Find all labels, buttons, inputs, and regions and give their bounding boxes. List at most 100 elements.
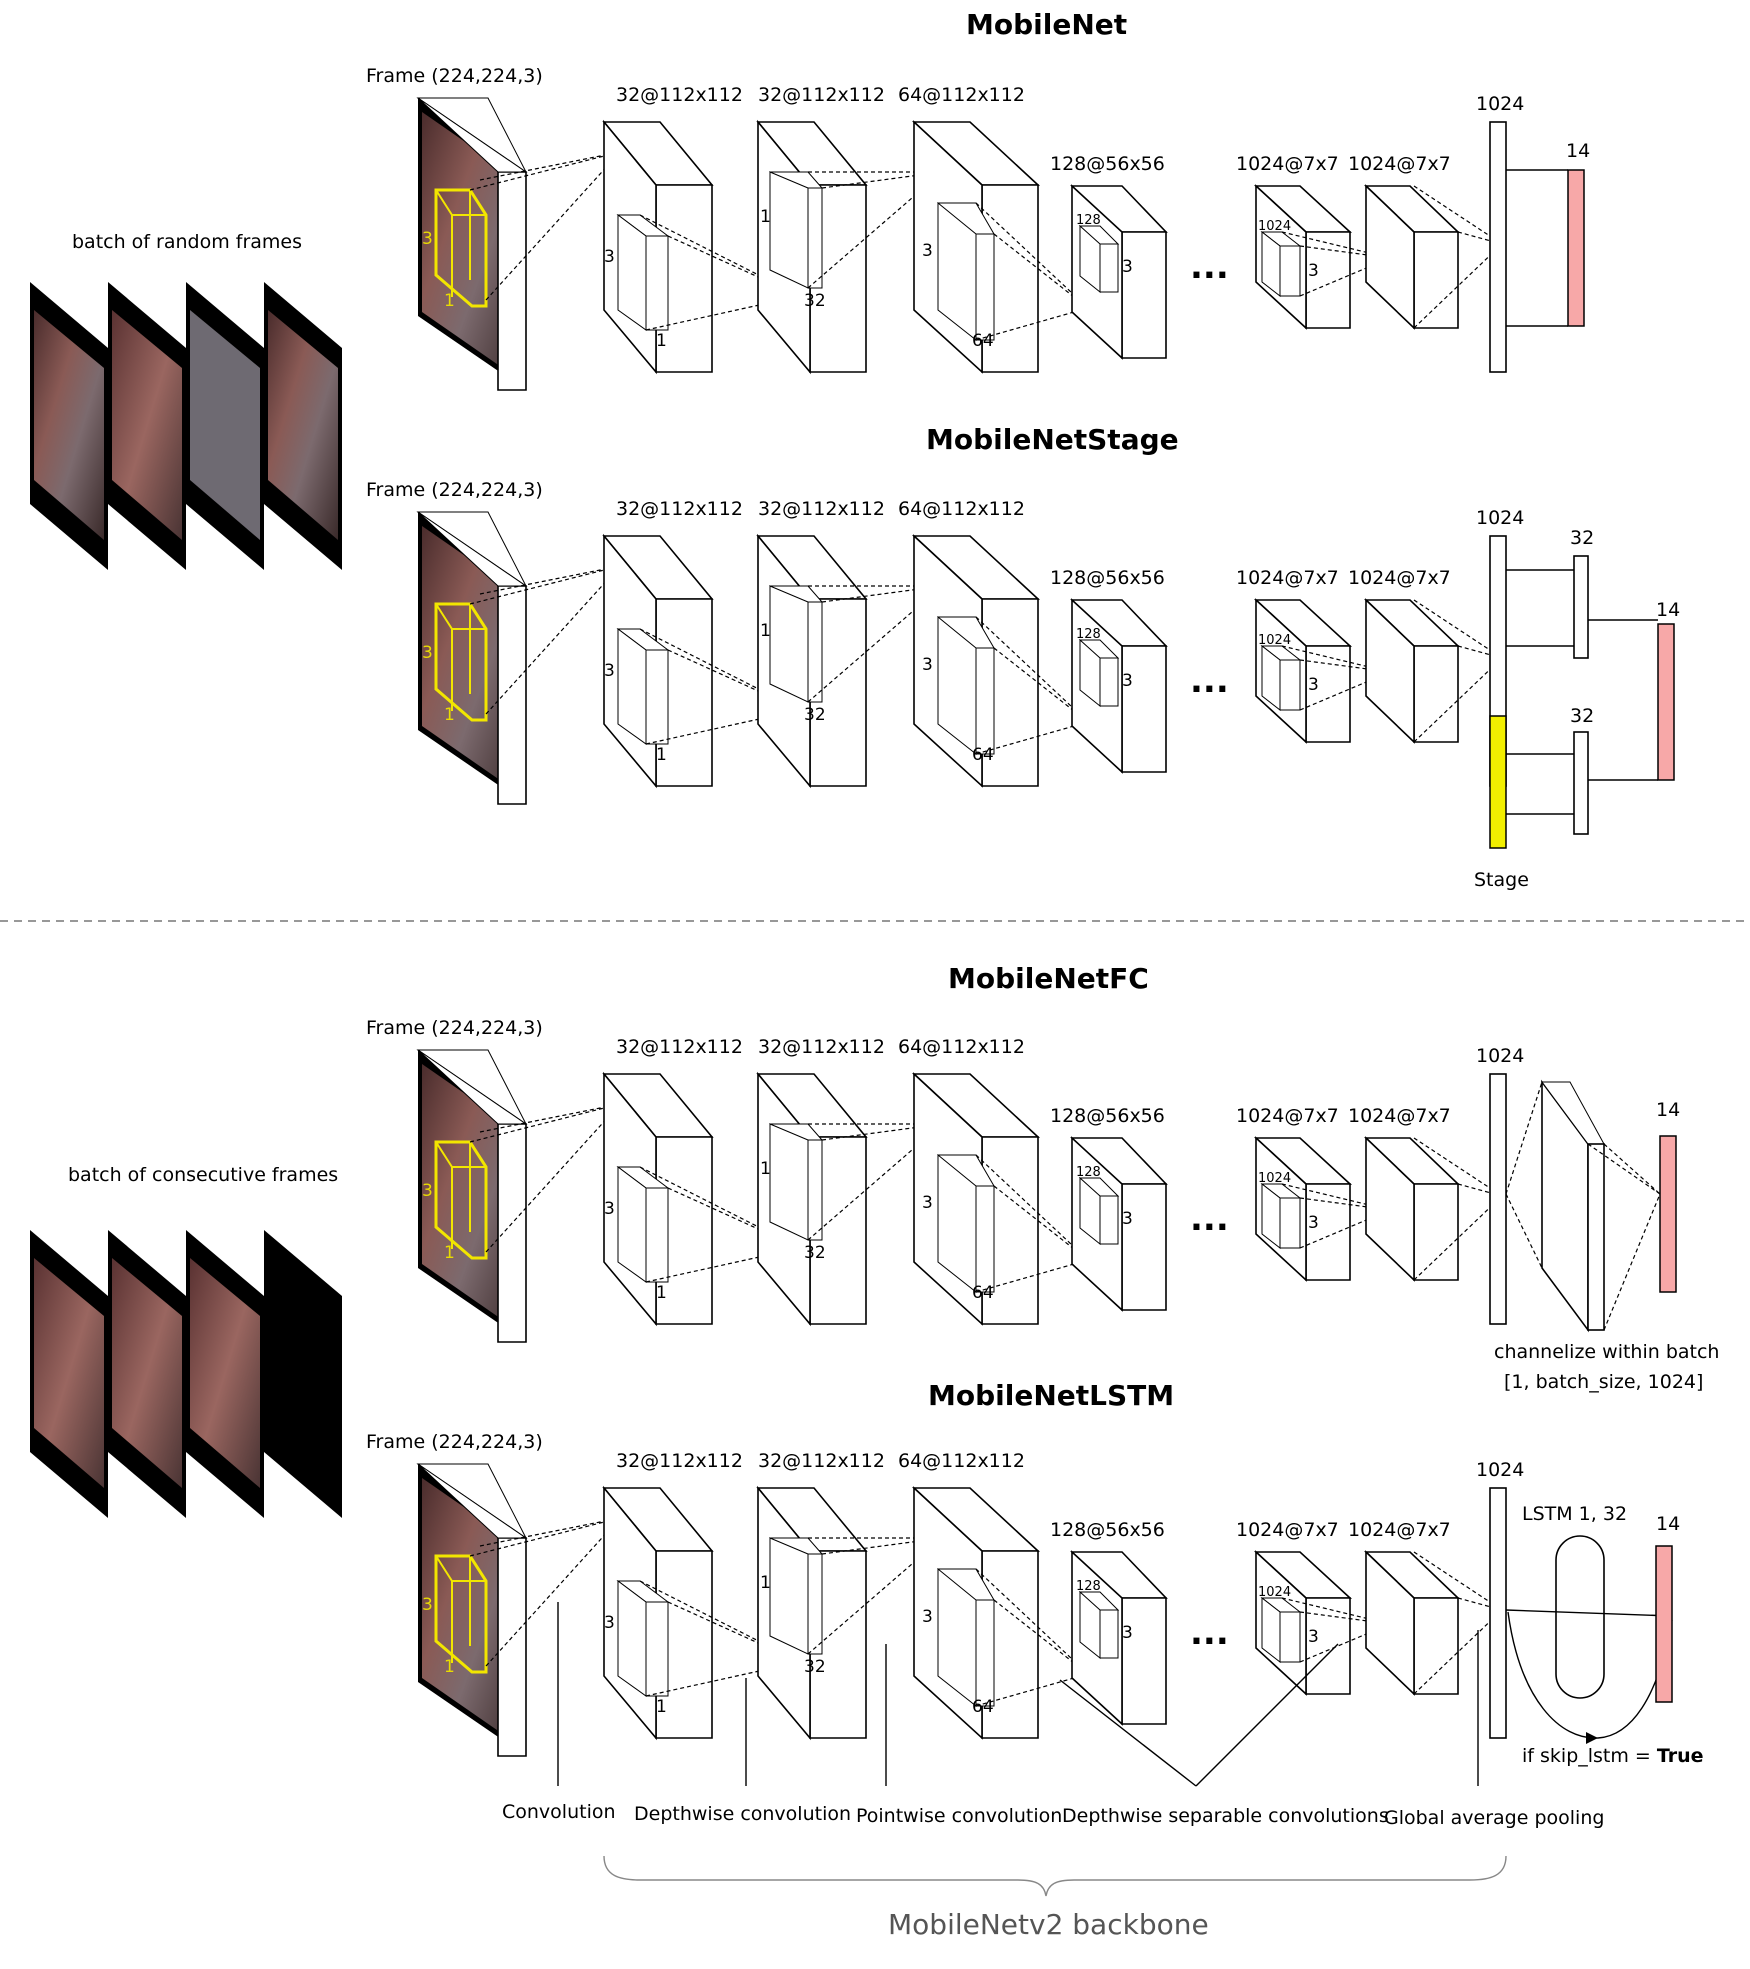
k3-label: 3 bbox=[604, 1199, 615, 1219]
k3d-label: 3 bbox=[1308, 1627, 1319, 1647]
k3c-label: 3 bbox=[1122, 1209, 1133, 1229]
network-row-4 bbox=[416, 1462, 1508, 1758]
layer-label-1: 32@112x112 bbox=[616, 1036, 743, 1058]
kernel-3-label: 3 bbox=[422, 643, 433, 663]
k3b-label: 3 bbox=[922, 655, 933, 675]
layer-label-2: 32@112x112 bbox=[758, 498, 885, 520]
fc-1024-label: 1024 bbox=[1476, 1045, 1524, 1067]
row-mobilenetstage: MobileNetStage Frame (224,224,3) 32@112x… bbox=[366, 423, 1680, 891]
c32-label: 32 bbox=[804, 1657, 826, 1677]
k3b-label: 3 bbox=[922, 241, 933, 261]
lstm-cell bbox=[1555, 1535, 1605, 1699]
consecutive-frames-label: batch of consecutive frames bbox=[68, 1164, 338, 1186]
model-title-mobilenetfc: MobileNetFC bbox=[948, 962, 1149, 995]
random-frames-label: batch of random frames bbox=[72, 231, 302, 253]
layer-label-5: 1024@7x7 bbox=[1236, 1519, 1339, 1541]
lstm-label: LSTM 1, 32 bbox=[1522, 1503, 1627, 1525]
layer-label-1: 32@112x112 bbox=[616, 84, 743, 106]
fc-1024-label: 1024 bbox=[1476, 93, 1524, 115]
model-title-mobilenet: MobileNet bbox=[966, 8, 1127, 41]
row-mobilenet: MobileNet Frame (224,224,3) 32@112x112 3… bbox=[366, 8, 1590, 351]
legend: Convolution Depthwise convolution Pointw… bbox=[502, 1602, 1604, 1941]
legend-gap: Global average pooling bbox=[1384, 1807, 1604, 1829]
fc-1024-label: 1024 bbox=[1476, 1459, 1524, 1481]
fc-1024-label: 1024 bbox=[1476, 507, 1524, 529]
layer-label-4: 128@56x56 bbox=[1050, 567, 1165, 589]
c1024-label: 1024 bbox=[1258, 633, 1291, 648]
frame-label: Frame (224,224,3) bbox=[366, 1431, 543, 1453]
layer-label-3: 64@112x112 bbox=[898, 84, 1025, 106]
legend-convolution: Convolution bbox=[502, 1801, 616, 1823]
layer-label-5: 1024@7x7 bbox=[1236, 153, 1339, 175]
k3d-label: 3 bbox=[1308, 1213, 1319, 1233]
k1-label: 1 bbox=[656, 745, 667, 765]
k3-label: 3 bbox=[604, 1613, 615, 1633]
backbone-brace bbox=[603, 1855, 1507, 1897]
k1b-label: 1 bbox=[760, 1159, 771, 1179]
ellipsis: ... bbox=[1190, 247, 1229, 287]
layer-label-2: 32@112x112 bbox=[758, 84, 885, 106]
k3-label: 3 bbox=[604, 661, 615, 681]
stage-label: Stage bbox=[1474, 869, 1529, 891]
k1-label: 1 bbox=[656, 1697, 667, 1717]
network-row-1 bbox=[416, 96, 1508, 392]
c64-label: 64 bbox=[972, 1283, 994, 1303]
k3c-label: 3 bbox=[1122, 1623, 1133, 1643]
layer-label-6: 1024@7x7 bbox=[1348, 153, 1451, 175]
layer-label-4: 128@56x56 bbox=[1050, 1105, 1165, 1127]
kernel-3-label: 3 bbox=[422, 1181, 433, 1201]
k1b-label: 1 bbox=[760, 207, 771, 227]
network-row-2 bbox=[416, 510, 1508, 806]
legend-separable: Depthwise separable convolutions bbox=[1062, 1805, 1389, 1827]
output-14-label: 14 bbox=[1656, 599, 1680, 621]
c1024-label: 1024 bbox=[1258, 1585, 1291, 1600]
layer-label-4: 128@56x56 bbox=[1050, 1519, 1165, 1541]
c32-label: 32 bbox=[804, 1243, 826, 1263]
fc-32-b-label: 32 bbox=[1570, 705, 1594, 727]
kernel-3-label: 3 bbox=[422, 229, 433, 249]
layer-label-4: 128@56x56 bbox=[1050, 153, 1165, 175]
c128-label: 128 bbox=[1076, 213, 1101, 228]
k1b-label: 1 bbox=[760, 1573, 771, 1593]
c1024-label: 1024 bbox=[1258, 1171, 1291, 1186]
c128-label: 128 bbox=[1076, 1579, 1101, 1594]
fc-32-b bbox=[1573, 731, 1589, 835]
network-row-3 bbox=[416, 1048, 1508, 1344]
layer-label-6: 1024@7x7 bbox=[1348, 567, 1451, 589]
c1024-label: 1024 bbox=[1258, 219, 1291, 234]
layer-label-3: 64@112x112 bbox=[898, 498, 1025, 520]
layer-label-3: 64@112x112 bbox=[898, 1450, 1025, 1472]
k1-label: 1 bbox=[656, 1283, 667, 1303]
layer-label-1: 32@112x112 bbox=[616, 498, 743, 520]
c64-label: 64 bbox=[972, 331, 994, 351]
layer-label-6: 1024@7x7 bbox=[1348, 1519, 1451, 1541]
output-layer bbox=[1659, 1135, 1677, 1293]
channelize-shape-label: [1, batch_size, 1024] bbox=[1504, 1371, 1703, 1393]
row-mobilenetlstm: MobileNetLSTM Frame (224,224,3) 32@112x1… bbox=[366, 1379, 1704, 1767]
legend-pointwise: Pointwise convolution bbox=[856, 1805, 1062, 1827]
consecutive-frames-stack bbox=[30, 1230, 342, 1518]
c128-label: 128 bbox=[1076, 627, 1101, 642]
legend-depthwise: Depthwise convolution bbox=[634, 1803, 851, 1825]
output-14-label: 14 bbox=[1656, 1513, 1680, 1535]
k3c-label: 3 bbox=[1122, 671, 1133, 691]
c64-label: 64 bbox=[972, 745, 994, 765]
kernel-1-label: 1 bbox=[444, 1243, 455, 1263]
k3d-label: 3 bbox=[1308, 675, 1319, 695]
output-14-label: 14 bbox=[1566, 140, 1590, 162]
kernel-1-label: 1 bbox=[444, 291, 455, 311]
c32-label: 32 bbox=[804, 705, 826, 725]
frame-label: Frame (224,224,3) bbox=[366, 479, 543, 501]
output-layer bbox=[1567, 169, 1585, 327]
skip-lstm-prefix: if skip_lstm = bbox=[1522, 1745, 1657, 1767]
output-layer bbox=[1657, 623, 1675, 781]
layer-label-6: 1024@7x7 bbox=[1348, 1105, 1451, 1127]
model-title-mobilenetlstm: MobileNetLSTM bbox=[928, 1379, 1174, 1412]
skip-lstm-label: if skip_lstm = True bbox=[1522, 1745, 1704, 1767]
channelize-label: channelize within batch bbox=[1494, 1341, 1719, 1363]
layer-label-1: 32@112x112 bbox=[616, 1450, 743, 1472]
layer-label-3: 64@112x112 bbox=[898, 1036, 1025, 1058]
kernel-1-label: 1 bbox=[444, 705, 455, 725]
kernel-1-label: 1 bbox=[444, 1657, 455, 1677]
